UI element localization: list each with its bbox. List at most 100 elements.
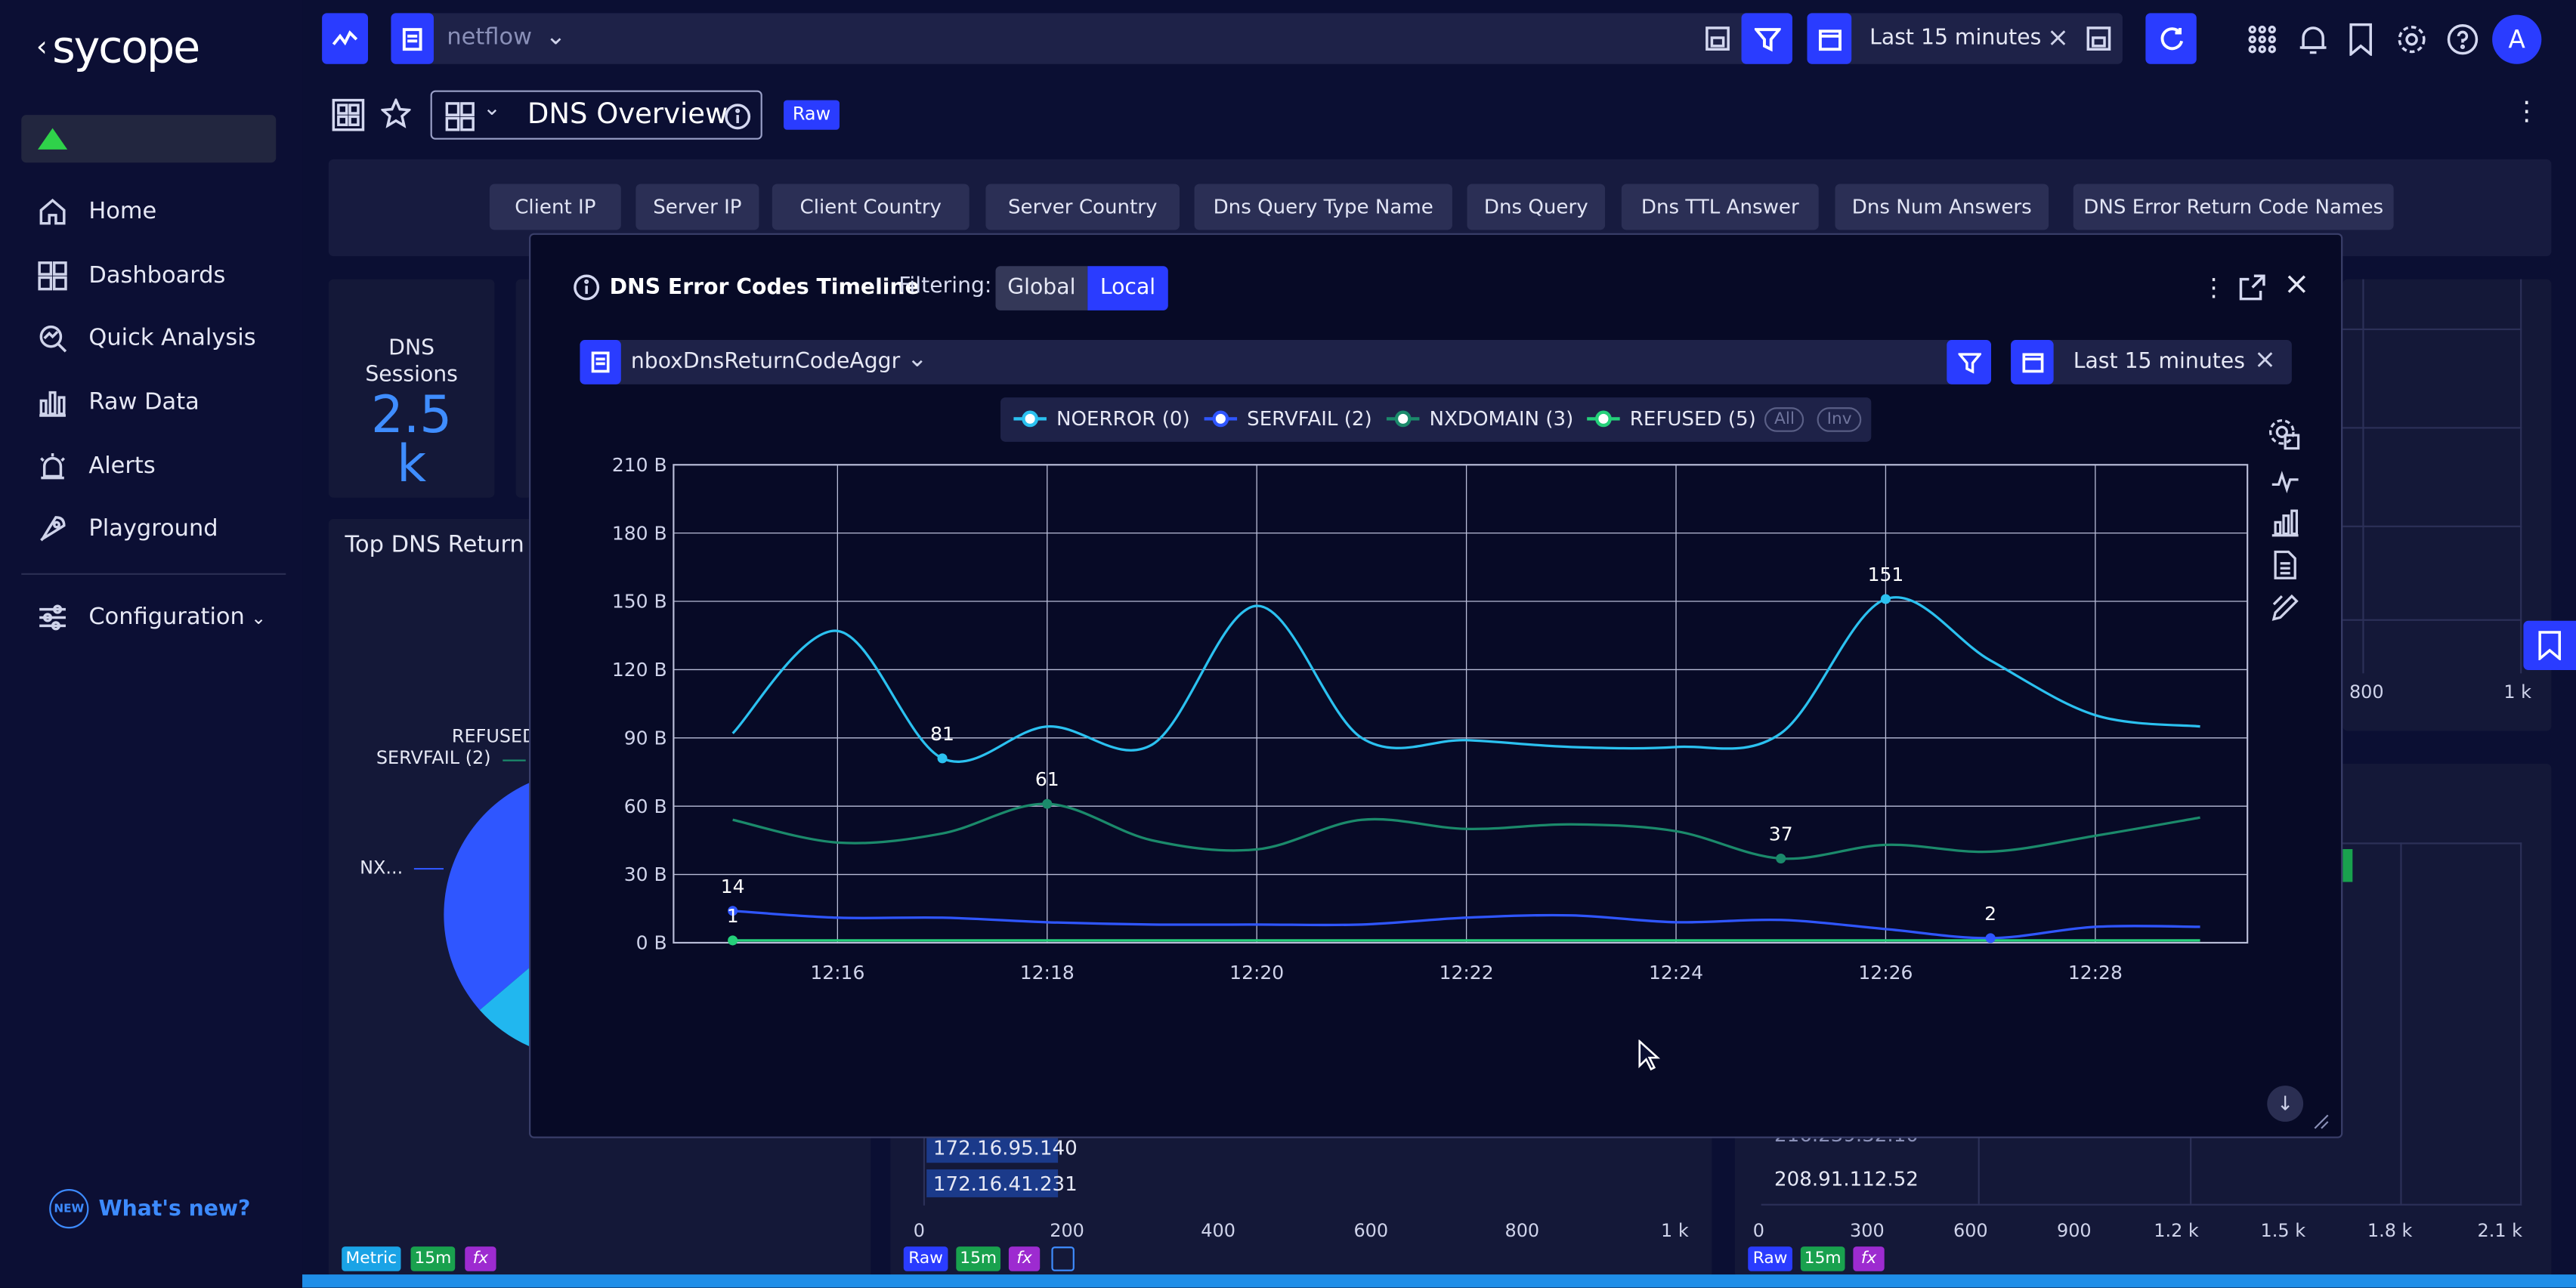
- help-icon[interactable]: [2446, 23, 2479, 55]
- chevron-down-icon[interactable]: ⌄: [545, 21, 567, 51]
- calendar-button[interactable]: [2011, 340, 2054, 385]
- environment-status[interactable]: [21, 115, 277, 163]
- legend-item-refused[interactable]: REFUSED (5): [1587, 407, 1756, 431]
- edit-icon[interactable]: [2271, 593, 2300, 622]
- sidebar-item-home[interactable]: Home: [36, 190, 299, 233]
- save-query-icon[interactable]: [1705, 26, 1730, 51]
- whats-new-link[interactable]: NEW What's new?: [49, 1189, 250, 1229]
- data-point[interactable]: [1042, 798, 1053, 809]
- data-label: 81: [930, 723, 954, 745]
- time-range-selector[interactable]: Last 15 minutes ×: [1807, 13, 2123, 64]
- close-icon[interactable]: ×: [2283, 266, 2310, 303]
- raw-tag[interactable]: Raw: [1748, 1246, 1792, 1271]
- data-point[interactable]: [1880, 594, 1891, 604]
- apps-grid-icon[interactable]: [2247, 25, 2277, 54]
- series-line-2[interactable]: [732, 910, 2200, 940]
- sidebar-item-raw-data[interactable]: Raw Data: [36, 381, 299, 424]
- filter-client-country[interactable]: Client Country: [772, 184, 969, 230]
- y-tick-label: 0 B: [636, 932, 667, 954]
- modal-menu-icon[interactable]: ⋮: [2201, 272, 2226, 303]
- data-point[interactable]: [1985, 933, 1996, 944]
- filter-local-toggle[interactable]: Local: [1087, 266, 1168, 310]
- data-point[interactable]: [728, 906, 738, 916]
- refresh-button[interactable]: [2145, 13, 2197, 64]
- filter-dns-ttl-answer[interactable]: Dns TTL Answer: [1621, 184, 1819, 230]
- query-source-selector[interactable]: nboxDnsReturnCodeAggr ⌄: [580, 340, 1992, 385]
- avatar[interactable]: A: [2492, 14, 2542, 64]
- side-bookmark-button[interactable]: [2523, 620, 2576, 671]
- time-15m-tag[interactable]: 15m: [1800, 1246, 1845, 1271]
- filter-button[interactable]: [1947, 340, 1992, 385]
- filter-button[interactable]: [1741, 13, 1792, 64]
- ip-bar[interactable]: [926, 1135, 1059, 1163]
- legend-item-noerror[interactable]: NOERROR (0): [1013, 407, 1190, 431]
- settings-icon[interactable]: [2267, 417, 2300, 450]
- sidebar-item-quick-analysis[interactable]: Quick Analysis: [36, 317, 299, 360]
- bell-icon[interactable]: [2299, 23, 2328, 55]
- collapse-chevron-icon[interactable]: ‹: [36, 31, 48, 64]
- calendar-button[interactable]: [1807, 13, 1852, 64]
- legend-marker: [1204, 410, 1238, 428]
- data-point[interactable]: [937, 753, 948, 764]
- bar-chart-icon[interactable]: [2271, 508, 2300, 537]
- filter-dns-num-answers[interactable]: Dns Num Answers: [1835, 184, 2049, 230]
- scroll-down-icon[interactable]: ↓: [2267, 1086, 2304, 1122]
- filter-global-toggle[interactable]: Global: [995, 266, 1088, 310]
- time-15m-tag[interactable]: 15m: [410, 1246, 456, 1271]
- gear-icon[interactable]: [2395, 23, 2428, 55]
- data-point[interactable]: [1776, 853, 1786, 863]
- line-chart-icon[interactable]: [2271, 465, 2300, 494]
- axis-tick-label: 600: [1353, 1220, 1389, 1242]
- dashboard-selector[interactable]: ⌄ DNS Overview: [430, 90, 762, 140]
- sidebar-item-dashboards[interactable]: Dashboards: [36, 255, 299, 298]
- sidebar-item-configuration[interactable]: Configuration ⌄: [36, 596, 299, 639]
- document-icon[interactable]: [2272, 550, 2299, 579]
- source-icon-button[interactable]: [391, 13, 434, 64]
- sidebar-item-label: Home: [88, 199, 157, 225]
- filter-server-ip[interactable]: Server IP: [635, 184, 759, 230]
- modal-time-range-selector[interactable]: Last 15 minutes ×: [2011, 340, 2292, 385]
- chevron-down-icon[interactable]: ⌄: [907, 343, 928, 373]
- info-tag-icon[interactable]: [1051, 1246, 1075, 1271]
- series-line-3[interactable]: [732, 802, 2200, 860]
- data-point[interactable]: [728, 935, 738, 946]
- sycope-logo[interactable]: ‹ sycope: [36, 23, 200, 74]
- fx-tag[interactable]: fx: [1008, 1246, 1041, 1271]
- metric-tag[interactable]: Metric: [342, 1246, 401, 1271]
- resize-handle-icon[interactable]: [2310, 1110, 2330, 1130]
- time-15m-tag[interactable]: 15m: [956, 1246, 1001, 1271]
- legend-item-nxdomain[interactable]: NXDOMAIN (3): [1386, 407, 1573, 431]
- source-selector[interactable]: netflow ⌄: [391, 13, 1792, 64]
- star-icon[interactable]: [381, 98, 411, 128]
- series-line-1[interactable]: [731, 596, 2200, 763]
- ip-bar[interactable]: [926, 1169, 1059, 1197]
- filter-server-country[interactable]: Server Country: [985, 184, 1180, 230]
- info-icon[interactable]: [725, 103, 751, 130]
- expand-icon[interactable]: [2239, 274, 2265, 301]
- source-icon-button[interactable]: [580, 340, 621, 385]
- clear-time-icon[interactable]: ×: [2046, 21, 2070, 53]
- bar[interactable]: [2343, 849, 2353, 882]
- more-menu-icon[interactable]: ⋮: [2513, 95, 2540, 127]
- legend-invert-button[interactable]: Inv: [1817, 407, 1862, 432]
- fx-tag[interactable]: fx: [465, 1246, 496, 1271]
- filter-dns-query[interactable]: Dns Query: [1467, 184, 1606, 230]
- bookmark-icon[interactable]: [2348, 23, 2374, 56]
- filter-dns-query-type-name[interactable]: Dns Query Type Name: [1194, 184, 1452, 230]
- filter-client-ip[interactable]: Client IP: [489, 184, 621, 230]
- raw-tag[interactable]: Raw: [903, 1246, 948, 1271]
- sidebar-item-alerts[interactable]: Alerts: [36, 445, 299, 488]
- legend-all-button[interactable]: All: [1764, 407, 1805, 432]
- legend-item-servfail[interactable]: SERVFAIL (2): [1204, 407, 1372, 431]
- clear-time-icon[interactable]: ×: [2253, 343, 2277, 375]
- analytics-button[interactable]: [322, 13, 368, 64]
- filter-dns-error-return-code-names[interactable]: DNS Error Return Code Names: [2073, 184, 2394, 230]
- info-icon[interactable]: [574, 274, 600, 301]
- dashboard-list-icon[interactable]: [332, 98, 365, 131]
- save-time-icon[interactable]: [2086, 26, 2111, 51]
- sidebar-item-label: Configuration: [88, 604, 245, 631]
- raw-mode-tag[interactable]: Raw: [784, 100, 840, 130]
- sidebar-item-playground[interactable]: Playground: [36, 508, 299, 551]
- source-name: netflow: [447, 24, 533, 51]
- fx-tag[interactable]: fx: [1853, 1246, 1885, 1271]
